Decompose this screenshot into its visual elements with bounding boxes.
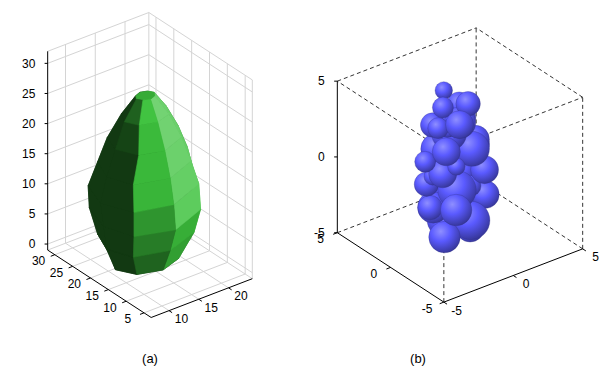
z-tick [45,93,48,94]
x-tick [513,275,516,277]
x-ticks: -5 0 5 [444,249,599,318]
grid-line [227,64,228,263]
z-tick [334,232,337,233]
y-tick-label: 0 [371,267,378,281]
y-tick [104,290,108,292]
z-tick-label: 0 [318,150,325,164]
grid [48,17,253,313]
surface-face [115,122,139,155]
box-edge [149,13,252,80]
panel-caption: (a) [142,351,158,366]
grid-line [245,75,246,274]
grid-line [149,25,252,92]
box-edge [48,13,149,52]
y-tick-label: 20 [68,277,82,291]
x-tick-label: 15 [205,301,219,315]
sphere [446,111,474,139]
y-tick [333,233,337,235]
x-tick-label: 0 [523,277,530,291]
sphere [429,221,461,253]
y-tick-label: 30 [32,254,46,268]
z-tick-label: 10 [22,177,36,191]
x-tick-label: 5 [592,250,599,264]
axes: -505-505-505 [314,74,599,317]
x-tick [444,302,447,304]
box [48,13,253,279]
y-axis-line [337,233,444,302]
z-tick [45,63,48,64]
y-tick [140,313,144,315]
axes: 10152051015202530051015202530 [22,51,252,326]
x-tick-label: 20 [234,289,248,303]
z-ticks: -5 0 5 [314,74,337,240]
grid-line [48,55,149,94]
panel-1: -505-505-505(b) [314,28,599,366]
y-tick-label: 10 [103,301,117,315]
x-ticks: 10 15 20 [169,288,248,326]
z-tick-label: 0 [29,237,36,251]
y-tick [440,302,444,304]
x-tick [229,288,232,290]
surface-face [107,149,139,185]
y-tick-label: -5 [422,302,433,316]
y-tick [86,278,90,280]
z-tick [45,244,48,245]
y-tick-label: 25 [50,266,64,280]
sphere [432,138,460,166]
z-axis-line [47,51,48,250]
z-tick [45,213,48,214]
surface-face [139,99,157,125]
x-tick-label: -5 [451,304,462,318]
z-tick-label: 25 [22,87,36,101]
grid-line [149,55,252,122]
x-axis-line [444,249,583,302]
panel-0: 10152051015202530051015202530(a) [22,13,252,366]
x-tick [169,311,172,313]
box-edge [337,28,476,81]
x-tick [199,299,202,301]
y-tick [69,266,73,268]
y-tick-label: 15 [85,289,99,303]
z-tick-label: 5 [29,207,36,221]
z-tick-label: 5 [318,74,325,88]
x-tick-label: 10 [175,312,189,326]
z-tick-label: 15 [22,147,36,161]
x-tick [583,249,586,251]
surface-face [133,151,170,185]
z-tick [45,153,48,154]
data [88,91,200,274]
sphere [428,118,449,139]
grid-line [149,85,252,152]
panel-caption: (b) [410,351,426,366]
x-axis-line [151,279,252,318]
box-edge [582,97,583,249]
y-tick [386,267,390,269]
sphere [435,82,453,100]
grid-line [65,44,66,243]
z-tick [334,81,337,82]
z-tick-label: -5 [314,226,325,240]
box [337,28,582,302]
y-tick [122,301,126,303]
z-tick [45,183,48,184]
z-ticks: 0 5 10 15 20 25 30 [22,57,48,252]
y-ticks: -505 [317,232,444,315]
box-edge [476,28,583,97]
surface-face [136,91,155,100]
figure: 10152051015202530051015202530(a)-505-505… [0,0,601,368]
z-tick [334,156,337,157]
sphere [418,195,443,220]
sphere [440,194,472,226]
surface-face [139,122,165,155]
y-tick-label: 5 [125,312,132,326]
grid-line [144,274,245,313]
box-edge [252,80,253,279]
grid-line [48,25,149,64]
grid-line [209,52,210,251]
y-tick [51,255,55,257]
data [414,82,499,253]
z-tick-label: 30 [22,57,36,71]
z-tick-label: 20 [22,117,36,131]
z-tick [45,123,48,124]
